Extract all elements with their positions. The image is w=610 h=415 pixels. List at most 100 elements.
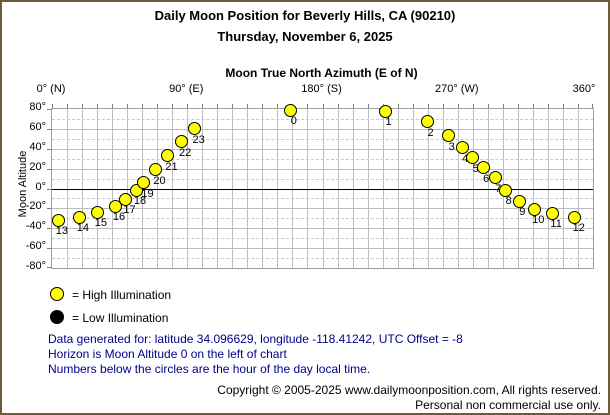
y-axis-tick <box>47 267 51 268</box>
y-axis-tick-label: -20° <box>25 200 46 213</box>
hour-label: 19 <box>141 187 154 200</box>
hour-label: 20 <box>153 174 166 187</box>
x-axis-tick <box>442 104 444 108</box>
y-axis-tick <box>47 148 51 150</box>
x-axis-tick <box>427 104 429 108</box>
x-axis-tick <box>547 104 549 108</box>
hour-label: 11 <box>550 218 562 231</box>
x-axis-tick-label: 0° (N) <box>36 83 66 95</box>
chart-date-subtitle: Thursday, November 6, 2025 <box>217 29 393 44</box>
hour-label: 17 <box>123 204 136 217</box>
moon-point <box>568 210 582 224</box>
page-title: Daily Moon Position for Beverly Hills, C… <box>154 8 456 23</box>
hour-label: 0 <box>290 114 297 127</box>
x-axis-tick <box>487 104 489 108</box>
x-axis-tick <box>202 104 204 108</box>
y-axis-tick-label: 0° <box>35 180 46 193</box>
y-axis-tick <box>47 128 51 130</box>
x-axis-tick <box>82 104 84 108</box>
x-axis-tick <box>397 104 399 108</box>
moon-point <box>527 202 541 216</box>
horizontal-gridline <box>52 238 593 240</box>
x-axis-tick <box>67 104 69 108</box>
horizon-line <box>52 188 593 190</box>
x-axis-tick <box>322 104 324 108</box>
x-axis-tick <box>472 104 474 108</box>
y-axis-tick-label: -60° <box>25 240 46 253</box>
moon-point <box>488 171 502 185</box>
hour-label: 8 <box>505 195 512 208</box>
x-axis-tick-label: 90° (E) <box>169 83 204 95</box>
x-axis-tick <box>112 104 114 108</box>
y-axis-tick <box>47 188 51 190</box>
note-horizon: Horizon is Moon Altitude 0 on the left o… <box>48 347 287 361</box>
horizontal-gridline <box>52 218 593 220</box>
copyright-text: Copyright © 2005-2025 www.dailymoonposit… <box>217 383 601 397</box>
x-axis-tick <box>127 104 129 108</box>
x-axis-tick <box>52 104 53 108</box>
x-axis-tick <box>142 104 144 108</box>
x-axis-tick <box>337 104 339 108</box>
x-axis-tick <box>592 104 593 108</box>
hour-label: 21 <box>165 160 178 173</box>
y-axis-tick-label: 80° <box>29 101 46 113</box>
x-axis-tick-labels: 0° (N) 90° (E) 180° (S) 270° (W) 360° <box>2 83 608 97</box>
hour-label: 4 <box>462 152 469 165</box>
moon-point <box>545 206 559 220</box>
hour-label: 23 <box>192 133 205 146</box>
y-axis-tick <box>47 228 51 230</box>
moon-point <box>499 183 513 197</box>
legend-label: = High Illumination <box>72 288 172 302</box>
moon-point <box>476 161 490 175</box>
note-data-generated: Data generated for: latitude 34.096629, … <box>48 332 463 346</box>
horizontal-gridline <box>52 198 593 200</box>
horizontal-gridline <box>52 258 593 260</box>
hour-label: 14 <box>76 222 90 235</box>
x-axis-tick <box>532 104 534 108</box>
x-axis-tick <box>277 104 279 108</box>
x-axis-tick <box>187 104 189 108</box>
hour-label: 16 <box>112 211 126 224</box>
moon-point <box>512 194 526 208</box>
horizontal-gridline <box>52 138 593 140</box>
moon-point <box>188 122 202 136</box>
moon-point <box>284 103 298 117</box>
moon-point <box>108 199 122 213</box>
moon-point <box>466 151 480 165</box>
note-hour-numbers: Numbers below the circles are the hour o… <box>48 362 371 376</box>
hour-label: 9 <box>519 206 526 219</box>
moon-point <box>455 141 469 155</box>
x-axis-tick <box>307 104 309 108</box>
x-axis-tick <box>97 104 99 108</box>
moon-point <box>379 104 393 118</box>
legend-label: = Low Illumination <box>72 311 169 325</box>
usage-restriction-text: Personal non commercial use only. <box>415 398 601 412</box>
horizontal-gridline <box>52 148 593 150</box>
hour-label: 22 <box>178 146 192 159</box>
y-axis-tick <box>47 208 51 210</box>
x-axis-tick <box>232 104 234 108</box>
horizontal-gridline <box>52 168 593 170</box>
x-axis-tick <box>367 104 369 108</box>
high-illumination-circle-icon <box>50 287 64 301</box>
x-axis-tick <box>217 104 219 108</box>
x-axis-tick <box>262 104 264 108</box>
horizontal-gridline <box>52 158 593 160</box>
y-axis-tick-label: 60° <box>29 120 46 133</box>
hour-label: 2 <box>427 126 434 139</box>
horizontal-gridline <box>52 178 593 180</box>
x-axis-tick <box>457 104 459 108</box>
y-axis-tick-label: 40° <box>29 140 46 153</box>
hour-label: 12 <box>572 222 585 235</box>
moon-point <box>90 205 104 219</box>
hour-label: 5 <box>472 162 479 175</box>
y-axis-tick <box>47 109 51 110</box>
hour-label: 10 <box>532 214 545 227</box>
horizontal-gridline <box>52 228 593 230</box>
hour-label: 6 <box>483 172 490 185</box>
moon-point <box>174 135 188 149</box>
hour-label: 7 <box>495 182 502 195</box>
y-axis-tick <box>47 248 51 250</box>
x-axis-tick <box>562 104 564 108</box>
moon-point <box>421 115 435 129</box>
